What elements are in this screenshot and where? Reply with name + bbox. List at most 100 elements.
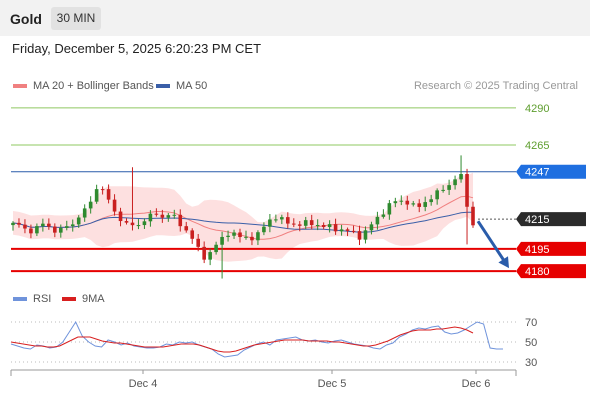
candle-body xyxy=(94,189,99,202)
candle-body xyxy=(82,208,87,218)
candle-body xyxy=(190,230,195,239)
candle-body xyxy=(333,224,338,232)
candle-body xyxy=(435,190,439,200)
candle-body xyxy=(417,203,422,207)
level-tag-bg xyxy=(516,212,586,227)
candle-body xyxy=(112,199,117,212)
legend-rsi-label: RSI xyxy=(33,293,52,305)
candle-body xyxy=(447,185,451,190)
candle-body xyxy=(297,224,302,226)
candle-body xyxy=(160,214,165,218)
x-tick-label: Dec 4 xyxy=(129,378,158,390)
candle-body xyxy=(47,223,51,227)
candle-body xyxy=(375,216,380,225)
candle-body xyxy=(471,206,475,226)
legend-ma50-label: MA 50 xyxy=(176,80,208,92)
level-label-4247: 4247 xyxy=(525,167,549,179)
candle-body xyxy=(327,224,332,228)
candle-body xyxy=(238,232,242,238)
candle-body xyxy=(172,214,177,216)
legend-ma50: MA 50 xyxy=(156,79,207,93)
candle-body xyxy=(29,228,33,234)
candle-body xyxy=(441,189,445,191)
candle-body xyxy=(184,226,189,231)
candle-body xyxy=(142,221,147,226)
legend-rsi-ma-label: 9MA xyxy=(82,293,105,305)
candle-body xyxy=(274,219,278,221)
candle-body xyxy=(178,214,183,227)
level-tag-4195: 4195 xyxy=(516,241,586,256)
candle-body xyxy=(303,220,308,226)
candle-body xyxy=(11,222,15,226)
candle-body xyxy=(381,214,386,217)
legend-ma20-bb: MA 20 + Bollinger Bands xyxy=(13,79,154,93)
candle-body xyxy=(453,179,457,186)
candle-body xyxy=(345,229,350,231)
ma50-swatch-icon xyxy=(156,84,170,89)
candle-body xyxy=(23,224,27,229)
candle-body xyxy=(339,229,344,232)
rsi-swatch-icon xyxy=(13,297,27,302)
rsi-ma-swatch-icon xyxy=(62,297,76,302)
level-tag-4247: 4247 xyxy=(516,164,586,179)
rsi-line xyxy=(10,320,503,358)
candle-body xyxy=(405,200,410,205)
candle-body xyxy=(76,217,81,225)
candle-body xyxy=(220,236,224,245)
symbol-title: Gold xyxy=(10,11,42,27)
bollinger-band xyxy=(13,172,473,262)
candle-body xyxy=(315,224,320,226)
candle-body xyxy=(88,201,93,209)
candle-body xyxy=(106,189,111,200)
candle-body xyxy=(286,217,290,224)
candle-body xyxy=(351,230,356,232)
candle-body xyxy=(202,246,206,260)
candle-body xyxy=(399,200,404,202)
candle-body xyxy=(291,223,296,225)
legend-ma20-label: MA 20 + Bollinger Bands xyxy=(33,80,154,92)
candle-body xyxy=(41,223,45,227)
candle-body xyxy=(250,236,254,241)
candle-body xyxy=(363,230,368,240)
candle-body xyxy=(124,221,129,223)
candle-body xyxy=(321,224,326,228)
level-label-4215: 4215 xyxy=(525,214,549,226)
legend-rsi-ma: 9MA xyxy=(62,292,105,306)
forecast-arrow xyxy=(476,220,507,263)
candle-body xyxy=(208,252,212,260)
candle-body xyxy=(166,215,171,218)
candle-body xyxy=(393,201,398,204)
candle-body xyxy=(256,232,260,241)
rsi-tick-50: 50 xyxy=(525,337,537,349)
chart-datetime: Friday, December 5, 2025 6:20:23 PM CET xyxy=(12,41,262,56)
candle-body xyxy=(465,174,469,207)
research-credit: Research © 2025 Trading Central xyxy=(413,80,578,92)
candle-body xyxy=(309,220,314,226)
candle-body xyxy=(58,227,63,233)
x-tick-label: Dec 5 xyxy=(318,378,347,390)
candle-body xyxy=(17,222,21,225)
candle-body xyxy=(196,238,200,247)
candle-body xyxy=(357,231,362,240)
candle-body xyxy=(70,224,75,227)
candles xyxy=(11,155,475,279)
candle-body xyxy=(459,174,463,180)
level-label-4265: 4265 xyxy=(525,140,549,152)
candle-body xyxy=(100,189,105,191)
candle-body xyxy=(369,224,374,231)
level-label-4290: 4290 xyxy=(525,103,549,115)
rsi-tick-30: 30 xyxy=(525,357,537,369)
candle-body xyxy=(136,225,141,227)
candle-body xyxy=(262,226,266,233)
candle-body xyxy=(244,236,248,238)
candle-body xyxy=(232,232,236,236)
candle-body xyxy=(154,213,159,215)
timeframe-button[interactable]: 30 MIN xyxy=(51,7,101,30)
forecast-arrow-head-icon xyxy=(498,256,509,269)
level-tag-bg xyxy=(516,241,586,256)
level-tag-4215: 4215 xyxy=(516,212,586,227)
candle-body xyxy=(429,199,433,203)
candle-body xyxy=(387,203,392,215)
candle-body xyxy=(148,213,153,222)
